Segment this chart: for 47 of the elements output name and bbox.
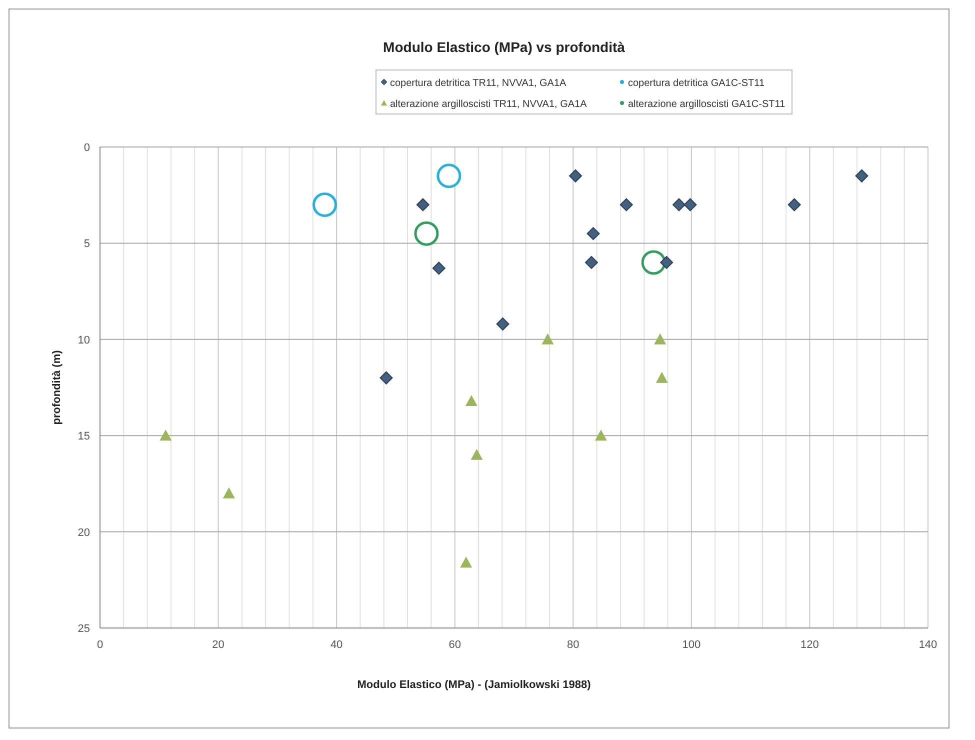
point bbox=[656, 372, 668, 383]
legend-label: copertura detritica GA1C-ST11 bbox=[628, 78, 765, 89]
point bbox=[654, 333, 666, 344]
point bbox=[788, 198, 801, 212]
x-tick-label: 100 bbox=[682, 639, 701, 651]
y-tick-label: 10 bbox=[78, 334, 90, 346]
point bbox=[160, 430, 172, 441]
point bbox=[416, 198, 430, 212]
legend-label: copertura detritica TR11, NVVA1, GA1A bbox=[390, 78, 567, 89]
y-tick-label: 5 bbox=[84, 238, 90, 250]
point bbox=[496, 318, 510, 331]
point bbox=[312, 192, 337, 217]
point bbox=[594, 430, 607, 441]
x-tick-label: 140 bbox=[918, 639, 938, 651]
point bbox=[584, 256, 598, 269]
x-tick-label: 40 bbox=[330, 639, 343, 651]
point bbox=[432, 262, 446, 275]
point bbox=[380, 371, 393, 384]
legend-label: alterazione argilloscisti GA1C-ST11 bbox=[628, 99, 786, 110]
point bbox=[222, 487, 235, 498]
point bbox=[414, 221, 439, 246]
x-tick-label: 60 bbox=[448, 639, 461, 651]
point bbox=[470, 448, 483, 460]
y-tick-label: 25 bbox=[78, 623, 90, 635]
point bbox=[460, 556, 472, 568]
point bbox=[436, 164, 462, 188]
point bbox=[542, 333, 554, 344]
point bbox=[465, 394, 478, 406]
x-tick-label: 20 bbox=[212, 639, 224, 651]
x-tick-label: 80 bbox=[567, 639, 580, 651]
point bbox=[641, 250, 666, 275]
point bbox=[660, 256, 674, 269]
point bbox=[684, 198, 697, 212]
y-tick-label: 20 bbox=[78, 526, 90, 539]
y-tick-label: 15 bbox=[78, 430, 90, 443]
x-tick-label: 120 bbox=[800, 639, 819, 651]
y-tick-label: 0 bbox=[84, 142, 90, 154]
point bbox=[620, 198, 633, 212]
x-axis-title: Modulo Elastico (MPa) - (Jamiolkowski 1988) bbox=[357, 679, 592, 691]
point bbox=[672, 198, 686, 212]
point bbox=[855, 169, 868, 182]
x-tick-label: 0 bbox=[96, 639, 104, 651]
y-axis-title: profondità (m) bbox=[51, 350, 63, 425]
chart-title: Modulo Elastico (MPa) vs profondità bbox=[383, 39, 626, 55]
point bbox=[569, 169, 582, 182]
point bbox=[586, 227, 600, 240]
legend-label: alterazione argilloscisti TR11, NVVA1, GA1A bbox=[390, 99, 588, 110]
